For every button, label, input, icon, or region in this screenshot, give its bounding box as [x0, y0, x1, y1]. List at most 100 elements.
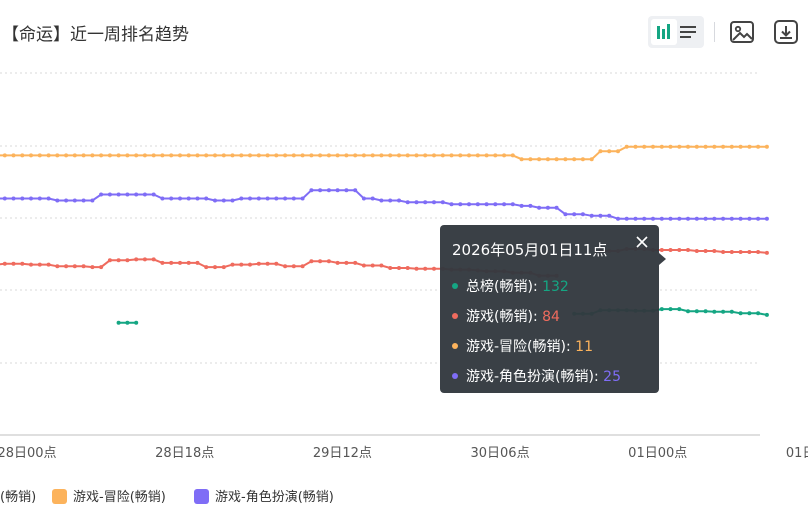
data-point [458, 153, 463, 158]
data-point [256, 153, 261, 158]
x-tick-label: 01日00点 [628, 446, 687, 461]
data-point [248, 262, 252, 267]
data-point [668, 144, 673, 149]
data-point [572, 157, 577, 162]
data-point [361, 196, 366, 201]
data-point [55, 198, 60, 203]
data-point [432, 200, 436, 205]
tooltip-value: 25 [603, 369, 621, 385]
data-point [598, 213, 603, 218]
data-point [729, 144, 734, 149]
bar-chart-icon[interactable] [651, 19, 677, 45]
data-point [46, 153, 51, 158]
data-point [712, 216, 717, 221]
download-icon[interactable] [772, 18, 800, 46]
data-point [90, 265, 95, 270]
legend-item-adventure[interactable]: 游戏-冒险(畅销) [52, 486, 166, 505]
data-point [186, 260, 191, 265]
data-point [721, 216, 726, 221]
tooltip-label: 游戏-角色扮演(畅销) [466, 369, 594, 385]
data-point [414, 266, 419, 271]
data-point [607, 213, 612, 218]
tooltip-value: 132 [542, 279, 569, 295]
data-point [756, 216, 761, 221]
data-point [686, 248, 690, 252]
data-point [651, 216, 655, 221]
series-dot [452, 313, 458, 319]
chart-type-toggle[interactable] [648, 16, 704, 48]
data-point [624, 144, 629, 149]
data-point [134, 320, 139, 325]
data-point [414, 200, 419, 205]
data-point [107, 192, 112, 197]
data-point [484, 202, 489, 207]
data-point [458, 202, 463, 207]
data-point [291, 153, 296, 158]
data-point [432, 266, 436, 271]
data-point [64, 153, 69, 158]
data-point [178, 153, 182, 158]
data-point [230, 262, 235, 267]
data-point [633, 216, 638, 221]
tooltip-title: 2026年05月01日11点 [452, 241, 608, 259]
data-point [440, 153, 445, 158]
data-point [651, 144, 655, 149]
data-point [738, 216, 743, 221]
image-icon[interactable] [728, 18, 756, 46]
line-chart[interactable]: 28日00点 28日18点 29日12点 30日06点 01日00点 01日18点 [0, 0, 808, 480]
data-point [694, 144, 699, 149]
legend-swatch [194, 489, 209, 504]
data-point [72, 264, 77, 269]
series-2 [0, 144, 769, 162]
data-point [81, 153, 86, 158]
data-point [344, 188, 349, 193]
legend-item-total[interactable]: (畅销) [0, 486, 36, 505]
data-point [274, 196, 279, 201]
data-point [248, 196, 252, 201]
data-point [90, 153, 95, 158]
data-point [107, 153, 112, 158]
data-point [379, 153, 384, 158]
series-line [0, 189, 767, 220]
data-point [440, 200, 445, 205]
data-point [326, 188, 331, 193]
data-point [397, 153, 401, 158]
data-point [589, 213, 594, 218]
data-point [142, 257, 147, 262]
data-point [659, 144, 664, 149]
data-point [11, 261, 16, 266]
tooltip-row-game: 游戏(畅销): 84 [452, 302, 647, 332]
list-icon[interactable] [675, 19, 701, 45]
data-point [747, 216, 752, 221]
data-point [712, 309, 717, 314]
data-point [195, 260, 200, 265]
data-point [195, 196, 200, 201]
data-point [37, 262, 42, 267]
data-point [668, 248, 673, 252]
data-point [344, 260, 349, 265]
data-point [493, 153, 498, 158]
data-point [379, 198, 384, 203]
data-point [29, 262, 33, 267]
data-point [169, 260, 174, 265]
close-icon[interactable] [635, 235, 649, 249]
data-point [686, 216, 690, 221]
data-point [151, 192, 156, 197]
legend-label: 游戏-角色扮演(畅销) [215, 490, 334, 505]
data-point [510, 202, 515, 207]
data-point [204, 196, 209, 201]
legend-item-rpg[interactable]: 游戏-角色扮演(畅销) [194, 486, 334, 505]
data-point [405, 200, 410, 205]
data-point [134, 153, 139, 158]
data-point [721, 309, 726, 314]
data-point [160, 260, 165, 265]
data-point [554, 157, 559, 162]
data-point [397, 198, 401, 203]
data-point [756, 311, 761, 316]
data-point [475, 153, 480, 158]
data-point [756, 144, 761, 149]
data-point [116, 192, 121, 197]
data-point [213, 153, 217, 158]
x-tick-label: 28日18点 [155, 446, 214, 461]
data-point [616, 149, 620, 154]
